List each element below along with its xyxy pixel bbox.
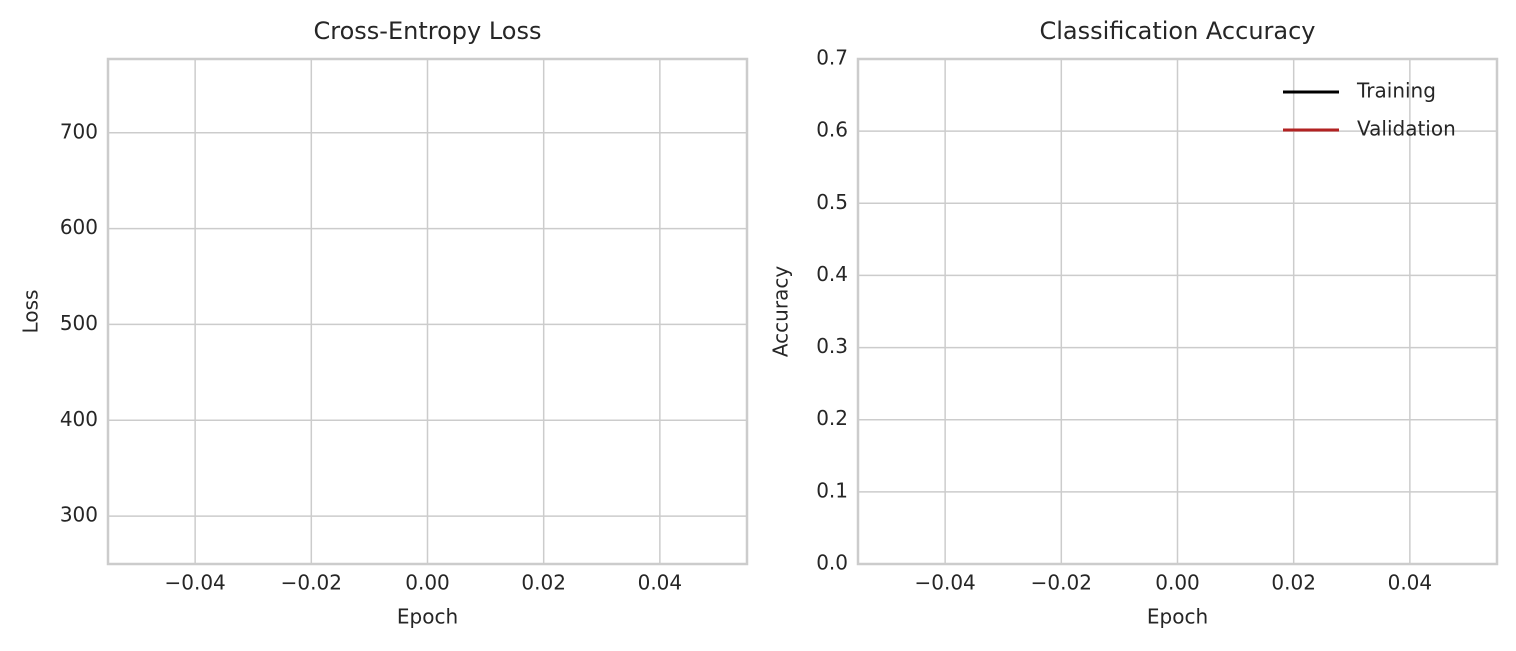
- x-axis-label: Epoch: [1147, 605, 1208, 629]
- y-tick-label: 0.5: [816, 190, 848, 214]
- x-tick-label: −0.04: [914, 571, 975, 595]
- plot-frame: [106, 57, 749, 566]
- y-tick-label: 0.3: [816, 334, 848, 358]
- legend-label: Training: [1356, 79, 1436, 103]
- y-tick-label: 600: [60, 215, 98, 239]
- chart-title: Cross-Entropy Loss: [314, 17, 542, 45]
- x-tick-label: 0.00: [405, 571, 450, 595]
- y-tick-label: 300: [60, 503, 98, 527]
- x-tick-label: −0.02: [1031, 571, 1092, 595]
- y-tick-label: 500: [60, 311, 98, 335]
- x-tick-label: −0.04: [164, 571, 225, 595]
- y-tick-label: 0.1: [816, 478, 848, 502]
- x-tick-label: 0.04: [638, 571, 683, 595]
- legend-label: Validation: [1357, 117, 1456, 141]
- chart-title: Classification Accuracy: [1040, 17, 1316, 45]
- plot-frame: [856, 57, 1499, 566]
- x-tick-label: −0.02: [281, 571, 342, 595]
- y-axis-label: Accuracy: [769, 266, 793, 357]
- x-axis-label: Epoch: [397, 605, 458, 629]
- y-axis-label: Loss: [19, 290, 43, 334]
- y-tick-label: 0.4: [816, 262, 848, 286]
- x-tick-label: 0.02: [1271, 571, 1316, 595]
- x-tick-label: 0.04: [1388, 571, 1433, 595]
- y-tick-label: 0.6: [816, 118, 848, 142]
- y-tick-label: 0.0: [816, 551, 848, 575]
- y-tick-label: 0.7: [816, 46, 848, 70]
- y-tick-label: 700: [60, 119, 98, 143]
- y-tick-label: 0.2: [816, 406, 848, 430]
- x-tick-label: 0.00: [1155, 571, 1200, 595]
- y-tick-label: 400: [60, 407, 98, 431]
- x-tick-label: 0.02: [521, 571, 566, 595]
